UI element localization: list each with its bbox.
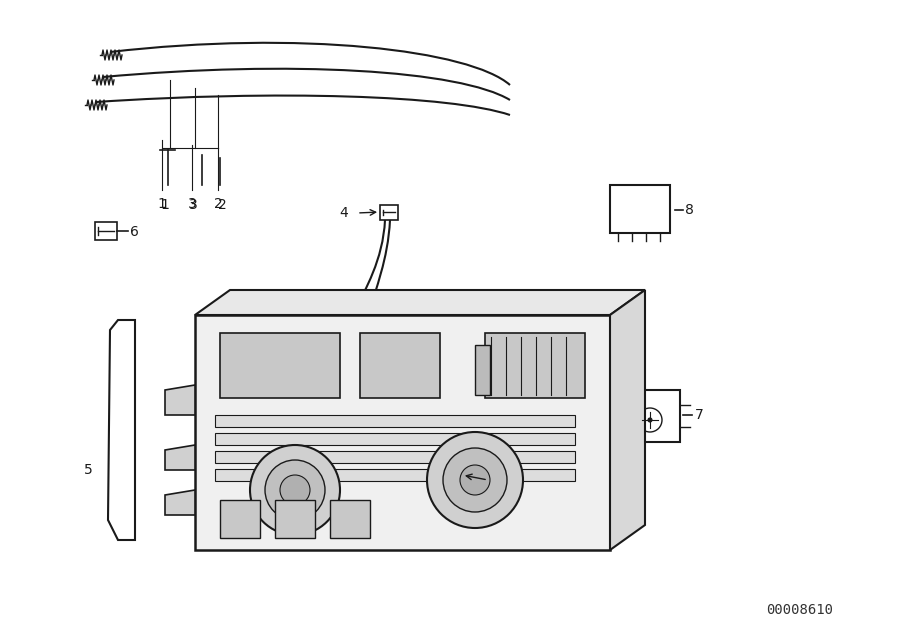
Text: 2: 2 bbox=[218, 198, 227, 212]
Polygon shape bbox=[165, 490, 195, 515]
Bar bbox=[330, 500, 370, 538]
Text: 4: 4 bbox=[339, 206, 348, 220]
Bar bbox=[215, 415, 575, 427]
Polygon shape bbox=[195, 290, 645, 315]
Text: 3: 3 bbox=[187, 197, 196, 211]
Text: 6: 6 bbox=[130, 225, 139, 239]
Bar bbox=[215, 469, 575, 481]
Circle shape bbox=[443, 448, 507, 512]
Bar bbox=[620, 390, 680, 442]
Bar bbox=[475, 345, 490, 395]
Circle shape bbox=[265, 460, 325, 520]
Text: 2: 2 bbox=[213, 197, 222, 211]
Text: 5: 5 bbox=[84, 463, 93, 477]
Text: 7: 7 bbox=[695, 408, 704, 422]
Bar bbox=[275, 500, 315, 538]
Text: 1: 1 bbox=[158, 197, 166, 211]
Circle shape bbox=[250, 445, 340, 535]
Text: 8: 8 bbox=[685, 203, 694, 217]
Bar bbox=[220, 333, 340, 398]
Text: 3: 3 bbox=[189, 198, 197, 212]
Bar bbox=[220, 500, 260, 538]
Bar bbox=[195, 315, 610, 550]
Circle shape bbox=[648, 418, 652, 422]
Bar bbox=[485, 333, 585, 398]
Text: 00008610: 00008610 bbox=[767, 603, 833, 617]
Bar bbox=[215, 451, 575, 463]
Polygon shape bbox=[610, 290, 645, 550]
Bar bbox=[360, 333, 440, 398]
Circle shape bbox=[427, 432, 523, 528]
Circle shape bbox=[280, 475, 310, 505]
Polygon shape bbox=[165, 385, 195, 415]
Bar bbox=[215, 433, 575, 445]
Text: 1: 1 bbox=[160, 198, 169, 212]
Circle shape bbox=[460, 465, 490, 495]
Bar bbox=[610, 185, 670, 233]
Polygon shape bbox=[165, 445, 195, 470]
Bar bbox=[95, 222, 117, 240]
Bar bbox=[380, 205, 398, 220]
